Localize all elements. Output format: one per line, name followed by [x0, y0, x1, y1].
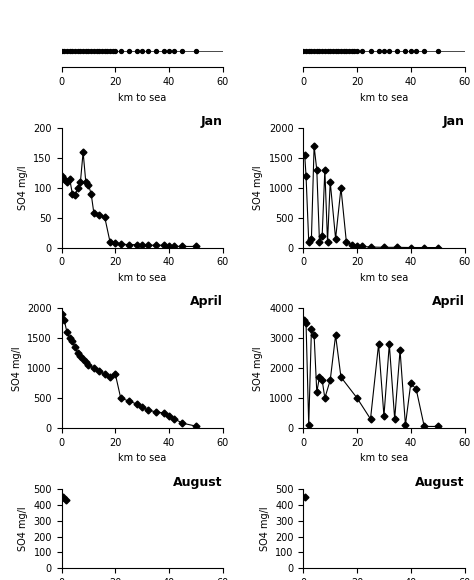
Point [329, 47, 337, 56]
Point [385, 47, 393, 56]
Point [74, 47, 82, 56]
X-axis label: km to sea: km to sea [360, 453, 408, 463]
Point [98, 47, 106, 56]
X-axis label: km to sea: km to sea [118, 93, 166, 103]
Point [345, 47, 353, 56]
Point [179, 47, 186, 56]
Point [93, 47, 100, 56]
Point [106, 47, 114, 56]
X-axis label: km to sea: km to sea [360, 93, 408, 103]
Point [351, 47, 358, 56]
Point [353, 47, 361, 56]
Point [340, 47, 347, 56]
Point [343, 47, 350, 56]
Text: Jan: Jan [201, 115, 223, 128]
Point [313, 47, 320, 56]
Point [66, 47, 73, 56]
Point [61, 47, 68, 56]
X-axis label: km to sea: km to sea [360, 273, 408, 283]
Point [109, 47, 117, 56]
Point [71, 47, 79, 56]
Y-axis label: SO4 mg/l: SO4 mg/l [254, 166, 264, 210]
Point [171, 47, 178, 56]
Point [101, 47, 109, 56]
Point [69, 47, 76, 56]
Text: August: August [415, 476, 465, 489]
Point [380, 47, 388, 56]
Point [103, 47, 111, 56]
Point [144, 47, 151, 56]
Point [359, 47, 366, 56]
Point [321, 47, 328, 56]
Text: August: August [173, 476, 223, 489]
Point [310, 47, 318, 56]
Point [407, 47, 415, 56]
Point [117, 47, 125, 56]
Point [367, 47, 374, 56]
Point [165, 47, 173, 56]
Point [337, 47, 345, 56]
X-axis label: km to sea: km to sea [118, 273, 166, 283]
Point [90, 47, 98, 56]
Point [335, 47, 342, 56]
Point [152, 47, 159, 56]
Point [412, 47, 420, 56]
Y-axis label: SO4 mg/l: SO4 mg/l [260, 506, 270, 551]
Point [192, 47, 200, 56]
Point [79, 47, 87, 56]
Point [58, 47, 65, 56]
Y-axis label: SO4 mg/l: SO4 mg/l [12, 346, 22, 390]
Text: April: April [432, 295, 465, 309]
X-axis label: km to sea: km to sea [118, 453, 166, 463]
Text: Jan: Jan [443, 115, 465, 128]
Point [393, 47, 401, 56]
Point [434, 47, 441, 56]
Point [327, 47, 334, 56]
Y-axis label: SO4 mg/l: SO4 mg/l [18, 166, 28, 210]
Point [138, 47, 146, 56]
Point [77, 47, 84, 56]
Point [85, 47, 92, 56]
Point [316, 47, 323, 56]
Point [324, 47, 331, 56]
Point [375, 47, 383, 56]
Point [305, 47, 312, 56]
Point [82, 47, 90, 56]
Point [300, 47, 307, 56]
Point [308, 47, 315, 56]
Point [160, 47, 167, 56]
Point [420, 47, 428, 56]
Point [133, 47, 141, 56]
Point [87, 47, 95, 56]
Point [95, 47, 103, 56]
Point [401, 47, 409, 56]
Point [332, 47, 339, 56]
Point [302, 47, 310, 56]
Point [111, 47, 119, 56]
Point [63, 47, 71, 56]
Point [125, 47, 133, 56]
Y-axis label: SO4 mg/l: SO4 mg/l [18, 506, 28, 551]
Point [348, 47, 356, 56]
Point [319, 47, 326, 56]
Y-axis label: SO4 mg/l: SO4 mg/l [254, 346, 264, 390]
Text: April: April [190, 295, 223, 309]
